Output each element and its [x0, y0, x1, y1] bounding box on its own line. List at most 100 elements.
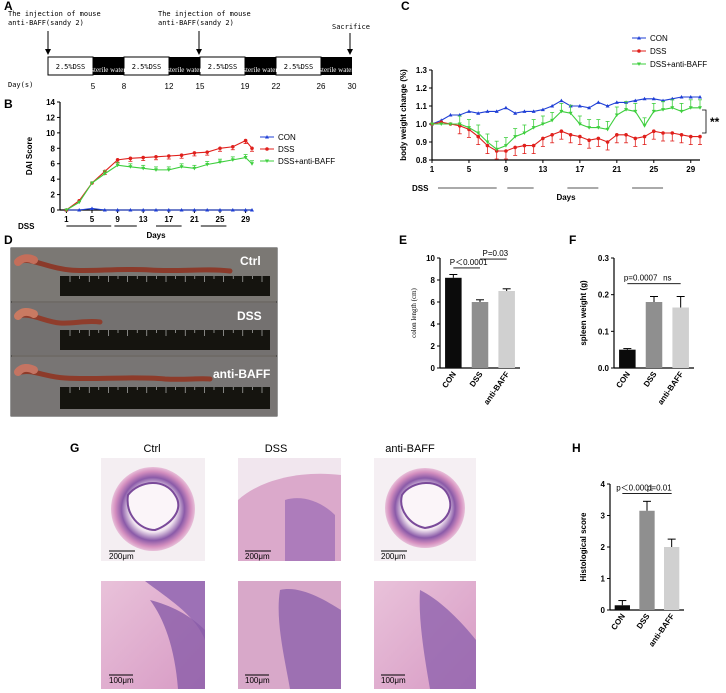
- x-tick-label: 1: [430, 165, 435, 174]
- series-line-0: [431, 96, 700, 125]
- data-point: [633, 109, 638, 114]
- day-tick-5: 5: [91, 82, 96, 91]
- data-point: [698, 95, 702, 99]
- data-point: [243, 156, 248, 160]
- injection-note-1-line-1: The injection of mouse: [8, 10, 101, 18]
- segment-label-3: 2.5%DSS: [132, 63, 162, 71]
- x-tick-label: 29: [686, 165, 695, 174]
- significance-label-1: ns: [663, 274, 671, 283]
- dai-score-chart: 0 2 4 6 8 10 12 14 1 5 9 13 17 21 25 29 DAI Score CON DSS D…: [18, 98, 335, 240]
- day-tick-26: 26: [317, 82, 326, 91]
- data-point: [128, 156, 133, 161]
- bar-0: [445, 277, 462, 368]
- category-label-0: CON: [440, 370, 458, 390]
- category-label-0: CON: [609, 612, 627, 632]
- x-tick-label: 9: [115, 215, 120, 224]
- data-point: [679, 109, 684, 114]
- y-tick-label: 6: [51, 160, 56, 169]
- data-point: [624, 108, 629, 112]
- data-point: [494, 147, 499, 152]
- data-point: [250, 208, 254, 212]
- significance-label-0: p＜0.0001: [616, 483, 653, 492]
- data-point: [559, 109, 564, 114]
- y-axis-label: colon length (cm): [410, 287, 418, 337]
- x-tick-label: 13: [139, 215, 148, 224]
- y-axis-label: Histological score: [579, 512, 588, 581]
- x-axis-label: Days: [146, 231, 166, 240]
- x-tick-label: 25: [649, 165, 658, 174]
- x-tick-label: 5: [90, 215, 95, 224]
- day-tick-8: 8: [122, 82, 127, 91]
- data-point: [522, 109, 527, 113]
- data-point: [115, 163, 120, 168]
- data-point: [485, 143, 490, 148]
- cecum-ctrl: [14, 254, 38, 266]
- cecum-dss: [14, 307, 38, 320]
- spleen-weight-chart: 0.0 0.1 0.2 0.3 spleen weight (g) CON DSSanti-…: [579, 254, 694, 406]
- data-point: [439, 122, 444, 126]
- colon-photo: Ctrl DSS anti-BAFF: [10, 247, 278, 417]
- segment-label-4: sterile water: [167, 66, 202, 74]
- data-point: [587, 138, 591, 142]
- segment-label-7: 2.5%DSS: [284, 63, 314, 71]
- legend-marker: [265, 159, 269, 163]
- lumen-ctrl: [126, 482, 180, 532]
- data-point: [540, 122, 545, 126]
- y-axis-label: spleen weight (g): [579, 280, 588, 346]
- data-point: [250, 162, 254, 166]
- segment-label-2: sterile water: [91, 66, 126, 74]
- legend-marker: [637, 62, 641, 66]
- data-point: [466, 126, 471, 130]
- y-tick-label: 12: [46, 113, 55, 122]
- legend-marker: [265, 147, 269, 151]
- photo-label-ctrl: Ctrl: [240, 254, 261, 268]
- x-tick-label: 17: [575, 165, 584, 174]
- data-point: [688, 134, 693, 139]
- bar-2: [672, 307, 689, 368]
- data-point: [77, 208, 82, 212]
- scale-label-dss-low: 200μm: [245, 552, 270, 561]
- data-point: [494, 109, 499, 113]
- category-label-1: DSS: [642, 369, 659, 388]
- data-point: [596, 126, 601, 130]
- bar-1: [639, 510, 655, 610]
- segment-water-3: [245, 57, 276, 75]
- data-point: [179, 165, 184, 169]
- data-point: [614, 113, 619, 117]
- legend-label-0: CON: [278, 133, 296, 142]
- scale-label-dss-high: 100μm: [245, 676, 270, 685]
- y-tick-label: 1: [601, 575, 606, 584]
- bar-2: [664, 547, 680, 610]
- data-point: [205, 150, 209, 154]
- y-axis-label: DAI Score: [25, 136, 34, 175]
- significance-stars: **: [710, 115, 720, 129]
- y-tick-label: 0.3: [598, 254, 610, 263]
- data-point: [642, 134, 647, 139]
- data-point: [614, 100, 619, 104]
- significance-label-1: p=0.01: [647, 483, 672, 492]
- series-line-0: [66, 207, 252, 211]
- data-point: [624, 133, 628, 137]
- data-point: [596, 100, 601, 104]
- day-tick-15: 15: [196, 82, 205, 91]
- data-point: [503, 144, 508, 148]
- data-point: [541, 136, 545, 141]
- data-point: [485, 140, 490, 144]
- data-point: [577, 122, 582, 126]
- data-point: [154, 168, 158, 172]
- data-point: [476, 111, 481, 115]
- y-tick-label: 0.0: [598, 364, 610, 373]
- y-tick-label: 6: [431, 298, 436, 307]
- ruler-ctrl: [60, 276, 270, 296]
- data-point: [230, 158, 235, 162]
- legend-label-0: CON: [650, 34, 668, 43]
- data-point: [633, 136, 638, 141]
- panel-label-h: H: [572, 441, 581, 455]
- legend-label-1: DSS: [278, 145, 294, 154]
- day-tick-12: 12: [165, 82, 174, 91]
- y-tick-label: 8: [51, 144, 56, 153]
- data-point: [605, 140, 610, 144]
- scale-label-anti-low: 200μm: [381, 552, 406, 561]
